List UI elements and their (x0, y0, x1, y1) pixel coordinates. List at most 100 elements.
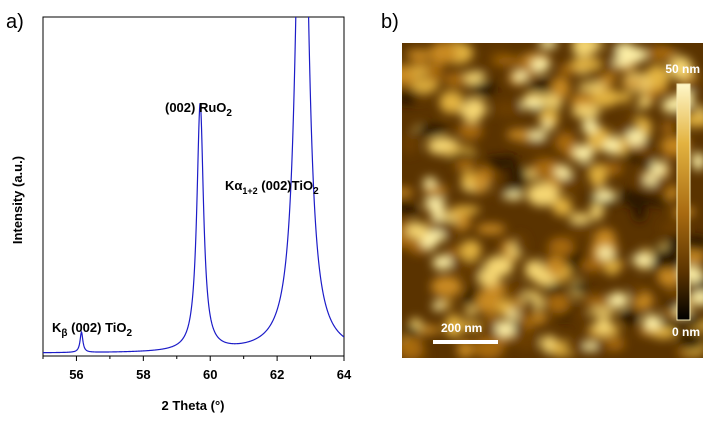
afm-bright-grain (582, 119, 599, 134)
afm-grain (430, 42, 457, 65)
afm-bright-grain (602, 141, 619, 153)
afm-grain (571, 281, 588, 294)
afm-grain (479, 270, 500, 287)
afm-bright-grain (496, 321, 515, 337)
afm-bright-grain (574, 145, 594, 162)
xrd-series-line (43, 0, 344, 353)
afm-grain (503, 282, 526, 299)
afm-grain (643, 147, 656, 163)
afm-grain (621, 189, 637, 204)
afm-bright-grain (433, 256, 452, 270)
colorbar-max-label: 50 nm (665, 62, 700, 76)
afm-bright-grain (617, 42, 635, 58)
scale-bar-label: 200 nm (441, 321, 482, 335)
scale-bar (433, 340, 498, 344)
afm-grain (595, 317, 612, 334)
afm-bright-grain (433, 301, 444, 311)
afm-bright-grain (432, 208, 444, 221)
afm-bright-grain (423, 177, 436, 188)
panel-label-b: b) (381, 11, 399, 33)
afm-grain (570, 58, 601, 70)
afm-grain (396, 200, 410, 214)
afm-image-panel: b) 50 nm 0 nm 200 nm (381, 11, 703, 366)
afm-bright-grain (613, 58, 633, 67)
afm-grain (389, 235, 420, 247)
y-axis-title: Intensity (a.u.) (10, 156, 25, 244)
afm-grain (514, 234, 527, 254)
afm-grain (571, 310, 589, 318)
afm-grain (431, 276, 462, 297)
afm-grain (638, 97, 651, 109)
annotation-kalpha-tio2: Kα1+2 (002)TiO2 (225, 178, 319, 197)
afm-bright-grain (513, 71, 528, 82)
afm-bright-grain (542, 120, 552, 131)
afm-grain (625, 109, 640, 118)
afm-grain (406, 49, 434, 59)
afm-bright-grain (528, 130, 546, 139)
afm-grain (547, 257, 565, 277)
annotation-kbeta-tio2: Kβ (002) TiO2 (52, 320, 133, 339)
afm-grain (392, 188, 414, 197)
afm-grain (412, 59, 426, 69)
afm-topography-image (388, 34, 703, 365)
afm-grain (646, 46, 677, 61)
x-axis-title: 2 Theta (°) (162, 398, 225, 413)
afm-grain (581, 38, 603, 50)
afm-grain (589, 308, 616, 316)
afm-grain (465, 307, 477, 316)
afm-grain (552, 77, 570, 99)
x-ticks (43, 356, 344, 361)
afm-grain (572, 106, 601, 119)
afm-bright-grain (426, 230, 444, 242)
afm-grain (590, 203, 603, 220)
afm-grain (569, 224, 591, 237)
afm-bright-grain (505, 192, 523, 200)
afm-bright-grain (539, 38, 558, 48)
afm-grain (396, 92, 417, 106)
afm-grain (406, 326, 420, 338)
afm-grain (493, 57, 524, 66)
afm-grain (426, 61, 443, 82)
afm-bright-grain (598, 247, 614, 260)
afm-grain (450, 206, 480, 215)
afm-grain (552, 198, 572, 216)
afm-grain (620, 79, 645, 87)
afm-grain (460, 240, 481, 260)
afm-grain (578, 83, 607, 92)
afm-bright-grain (521, 99, 543, 109)
panel-label-a: a) (6, 11, 24, 33)
afm-grain (594, 229, 616, 249)
afm-grain (555, 132, 576, 153)
afm-grain (454, 159, 476, 170)
afm-bright-grain (632, 255, 652, 267)
afm-grain (580, 260, 606, 271)
afm-grain (514, 331, 540, 351)
afm-bright-grain (626, 130, 645, 145)
afm-grain (631, 283, 644, 299)
afm-grain (397, 338, 423, 359)
afm-grain (620, 309, 639, 325)
afm-bright-grain (643, 315, 662, 330)
colorbar (677, 84, 690, 320)
afm-bright-grain (508, 309, 519, 320)
afm-grain (525, 260, 543, 280)
afm-grain (401, 133, 419, 155)
afm-bright-grain (584, 341, 596, 351)
afm-grain (634, 201, 646, 222)
afm-grain (463, 105, 482, 123)
afm-grain (503, 183, 525, 193)
afm-grain (486, 156, 506, 171)
afm-grain (589, 164, 606, 188)
x-tick-label: 64 (337, 367, 352, 382)
x-tick-label: 60 (203, 367, 217, 382)
x-tick-label: 62 (270, 367, 284, 382)
afm-grain (492, 100, 523, 117)
afm-grain (546, 284, 565, 295)
x-tick-label: 56 (69, 367, 83, 382)
afm-bright-grain (424, 198, 446, 209)
afm-bright-grain (609, 292, 629, 308)
colorbar-min-label: 0 nm (672, 325, 700, 339)
